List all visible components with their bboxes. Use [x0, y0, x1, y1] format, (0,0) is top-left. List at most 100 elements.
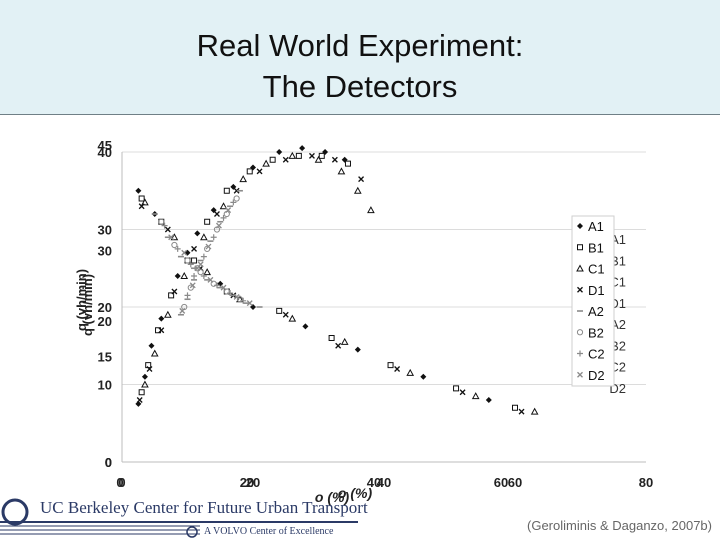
data-point-a1	[354, 346, 361, 353]
data-point-c1	[530, 407, 539, 415]
data-point-d2	[179, 307, 186, 314]
data-point-b2	[236, 296, 243, 303]
data-point-c2	[200, 253, 207, 260]
data-point-d1	[394, 366, 401, 372]
data-point-c1	[164, 310, 172, 318]
x-tick-label: 80	[639, 475, 653, 490]
y-tick-label: 30	[98, 223, 112, 238]
data-point-c1	[150, 349, 159, 357]
legend-label: D1	[588, 283, 605, 298]
data-point-c1	[337, 167, 346, 175]
data-point-c2	[230, 199, 237, 206]
data-point-c1	[203, 268, 211, 276]
data-point-b1	[318, 152, 325, 159]
data-point-c2	[227, 290, 234, 297]
data-point-c2	[200, 273, 207, 279]
data-point-d1	[233, 187, 240, 194]
data-point-c2	[191, 273, 198, 279]
data-point-c1	[239, 175, 248, 183]
data-point-b2	[194, 265, 201, 272]
data-point-c1	[170, 233, 179, 241]
data-point-b1	[344, 160, 351, 167]
data-point-c1	[141, 198, 149, 206]
data-point-a1	[322, 149, 329, 155]
x-tick-label-back: 40	[367, 475, 381, 490]
data-point-c2	[220, 214, 227, 221]
data-point-b1	[204, 218, 211, 225]
y-tick-label-back: 15	[98, 349, 112, 364]
data-point-c1	[288, 314, 297, 322]
y-axis-label-back: q (vh/min)	[80, 274, 95, 336]
slide-title-line-2: The Detectors	[262, 69, 458, 104]
data-point-c2	[174, 245, 181, 252]
data-point-b1	[269, 156, 276, 163]
data-point-a1	[184, 249, 191, 256]
data-point-d1	[146, 366, 153, 372]
data-point-c2	[161, 222, 168, 229]
data-point-d1	[138, 203, 145, 210]
data-point-c1	[262, 159, 270, 167]
data-point-b2	[158, 218, 165, 225]
data-point-b2	[197, 269, 204, 276]
data-point-c1	[200, 233, 208, 241]
y-tick-label-back: 20	[98, 314, 112, 329]
data-point-a1	[341, 156, 348, 163]
data-point-b1	[168, 292, 175, 299]
legend-label: A2	[588, 304, 604, 319]
y-tick-label-back: 45	[98, 138, 112, 153]
x-axis-label-back: o (%)	[315, 489, 350, 505]
data-point-a1	[135, 400, 142, 407]
data-point-d2	[215, 222, 222, 229]
data-point-c1	[471, 392, 480, 400]
berkeley-logo-mark	[0, 498, 358, 538]
data-point-b2	[187, 284, 194, 291]
legend-marker-b1	[577, 244, 583, 251]
x-tick-label: 20	[246, 475, 260, 490]
y-tick-label: 20	[98, 300, 112, 315]
data-point-d1	[171, 288, 178, 295]
x-tick-label-back: 0	[116, 475, 123, 490]
x-tick-label-back: 20	[240, 475, 254, 490]
legend-marker-c2	[577, 350, 583, 357]
data-point-d1	[518, 408, 525, 415]
x-tick-label: 40	[377, 475, 391, 490]
data-point-a1	[302, 323, 309, 330]
data-point-d1	[459, 389, 466, 396]
data-point-d2	[246, 300, 253, 307]
data-point-d1	[158, 327, 165, 334]
data-point-b2	[171, 241, 178, 249]
data-point-b1	[512, 404, 518, 411]
y-tick-label-back: 0	[105, 455, 112, 470]
data-point-c2	[213, 282, 220, 289]
data-point-d2	[197, 261, 204, 268]
data-point-a1	[135, 187, 142, 194]
data-point-d2	[220, 284, 227, 291]
data-point-b2	[184, 257, 191, 264]
data-point-b1	[276, 307, 283, 314]
data-point-d1	[164, 226, 171, 233]
data-point-c2	[184, 292, 191, 299]
data-point-d1	[282, 311, 289, 318]
y-tick-label: 10	[98, 378, 112, 393]
data-point-d2	[233, 293, 240, 300]
y-tick-label-back: 30	[98, 244, 112, 259]
data-point-d2	[225, 207, 232, 214]
data-point-d1	[191, 245, 198, 252]
data-point-d2	[181, 249, 188, 256]
data-point-c1	[288, 151, 297, 159]
data-point-c1	[340, 337, 349, 345]
slide-title-line-1: Real World Experiment:	[196, 28, 524, 63]
legend-label: C2	[588, 347, 605, 362]
y-tick-label: 0	[105, 455, 112, 470]
data-point-c1	[180, 271, 189, 279]
x-tick-label: 60	[508, 475, 522, 490]
data-point-c1	[219, 202, 228, 210]
y-axis-label: q (vh/min)	[74, 269, 89, 331]
citation: (Geroliminis & Daganzo, 2007b)	[527, 518, 712, 533]
data-point-a1	[174, 273, 181, 279]
data-point-c1	[141, 380, 149, 388]
legend-marker-c1	[576, 264, 584, 272]
legend-label: A1	[588, 219, 604, 234]
title-banner	[0, 0, 720, 115]
